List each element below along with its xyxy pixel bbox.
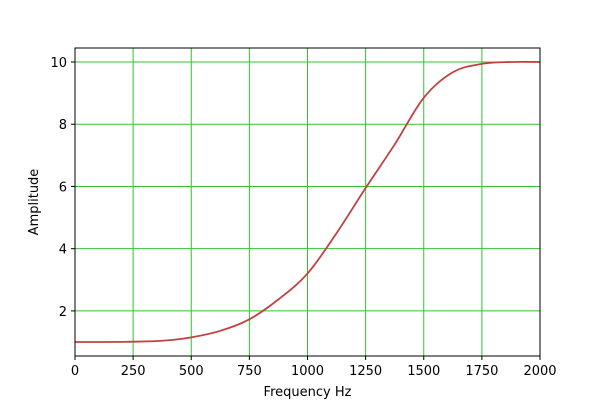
x-tick-label: 0: [71, 364, 79, 379]
x-tick-label: 1250: [349, 364, 382, 379]
x-axis-label: Frequency Hz: [264, 385, 352, 400]
x-tick-label: 1000: [291, 364, 324, 379]
y-tick-label: 6: [59, 180, 67, 195]
y-tick-label: 4: [59, 243, 67, 258]
x-tick-label: 250: [121, 364, 146, 379]
grid: [74, 48, 541, 356]
series-line: [74, 60, 541, 343]
x-tick-label: 750: [237, 364, 262, 379]
y-axis-label: Amplitude: [27, 169, 42, 236]
y-tick-label: 10: [50, 56, 67, 71]
y-tick-label: 2: [59, 305, 67, 320]
series: [74, 60, 541, 343]
y-tick-label: 8: [59, 118, 67, 133]
x-tick-label: 1500: [407, 364, 440, 379]
ticks: 0 250 500 750 1000 1250 1500 1750 2000 2 4 6 8 10: [50, 56, 556, 379]
x-tick-label: 2000: [523, 364, 556, 379]
x-tick-label: 1750: [465, 364, 498, 379]
x-tick-label: 500: [179, 364, 204, 379]
